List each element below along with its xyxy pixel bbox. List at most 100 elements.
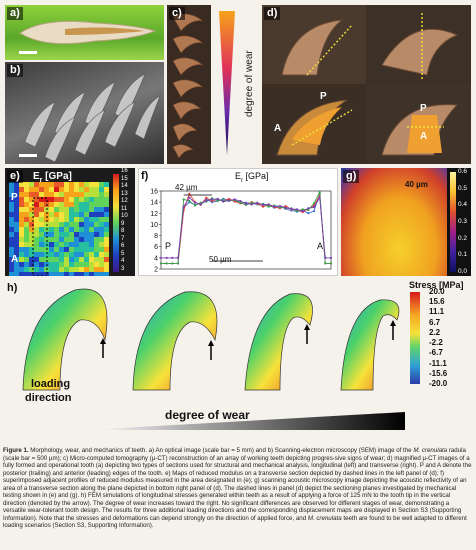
heatmap-cell [9, 222, 14, 227]
heatmap-cell [69, 212, 74, 217]
g-colorbar-tick: 0.6 [458, 168, 468, 175]
heatmap-cell [14, 252, 19, 257]
heatmap-cell [24, 272, 29, 276]
heatmap-cell [24, 197, 29, 202]
data-point [159, 256, 163, 259]
heatmap-cell [64, 212, 69, 217]
data-point [222, 198, 225, 202]
data-point [273, 205, 276, 208]
heatmap-cell [19, 212, 24, 217]
heatmap-cell [104, 252, 109, 257]
heatmap-cell [79, 257, 84, 262]
heatmap-cell [49, 217, 54, 222]
heatmap-cell [44, 257, 49, 262]
heatmap-cell [59, 202, 64, 207]
wear-axis-label: degree of wear [244, 50, 255, 117]
heatmap-cell [9, 262, 14, 267]
data-point [307, 207, 310, 210]
data-point [227, 199, 231, 202]
heatmap-cell [19, 237, 24, 242]
heatmap-cell [69, 267, 74, 272]
heatmap-cell [59, 232, 64, 237]
heatmap-cell [54, 207, 59, 212]
heatmap-cell [44, 237, 49, 242]
heatmap-cell [74, 187, 79, 192]
heatmap-cell [94, 252, 99, 257]
heatmap-cell [104, 227, 109, 232]
heatmap-cell [74, 237, 79, 242]
heatmap-cell [44, 212, 49, 217]
heatmap-cell [14, 262, 19, 267]
heatmap-cell [54, 202, 59, 207]
data-point [171, 262, 174, 265]
heatmap-cell [89, 217, 94, 222]
heatmap-cell [19, 202, 24, 207]
heatmap-cell [69, 232, 74, 237]
heatmap-cell [49, 222, 54, 227]
heatmap-cell [34, 272, 39, 276]
data-point [188, 192, 191, 195]
data-point [216, 197, 219, 200]
heatmap-cell [84, 222, 89, 227]
data-point [239, 199, 242, 203]
heatmap-cell [89, 222, 94, 227]
heatmap-cell [14, 242, 19, 247]
heatmap-cell [59, 252, 64, 257]
heatmap-cell [49, 212, 54, 217]
panel-label-h: h) [7, 282, 18, 294]
panel-label-g: g) [343, 170, 360, 183]
heatmap-cell [99, 217, 104, 222]
modulus-heatmap [9, 174, 119, 276]
heatmap-cell [89, 267, 94, 272]
data-point [290, 207, 293, 210]
heatmap-cell [79, 202, 84, 207]
data-point [250, 203, 253, 206]
heatmap-cell [24, 247, 29, 252]
heatmap-cell [94, 207, 99, 212]
heatmap-cell [49, 232, 54, 237]
heatmap-cell [94, 242, 99, 247]
heatmap-cell [24, 252, 29, 257]
heatmap-cell [24, 237, 29, 242]
data-point [295, 209, 299, 213]
heatmap-cell [24, 232, 29, 237]
data-point [301, 209, 304, 213]
caption-figure-number: Figure 1. [3, 447, 29, 454]
heatmap-cell [9, 247, 14, 252]
heatmap-cell [79, 232, 84, 237]
heatmap-cell [9, 187, 14, 192]
heatmap-cell [89, 252, 94, 257]
e-colorbar-tick: 7 [121, 235, 125, 242]
fem-teeth [22, 288, 420, 430]
data-point [210, 198, 214, 201]
loading-label-2: direction [25, 392, 72, 404]
heatmap-cell [24, 227, 29, 232]
e-colorbar-tick: 13 [121, 190, 128, 197]
y-tick-label: 8 [154, 233, 158, 240]
y-tick-label: 4 [154, 255, 158, 262]
heatmap-cell [44, 197, 49, 202]
tooth-microct-images [262, 5, 471, 164]
data-point [267, 203, 270, 206]
heatmap-cell [64, 262, 69, 267]
e-colorbar-tick: 10 [121, 213, 128, 220]
data-point [233, 198, 236, 201]
heatmap-cell [19, 192, 24, 197]
heatmap-cell [59, 182, 64, 187]
heatmap-cell [64, 237, 69, 242]
radula-shape [19, 20, 157, 54]
data-point [244, 202, 248, 205]
heatmap-cell [34, 187, 39, 192]
heatmap-cell [19, 187, 24, 192]
heatmap-cell [104, 182, 109, 187]
data-point [312, 202, 316, 205]
heatmap-cell [44, 217, 49, 222]
heatmap-cell [59, 267, 64, 272]
heatmap-cell [104, 247, 109, 252]
series-line-3 [161, 196, 331, 259]
heatmap-cell [49, 197, 54, 202]
heatmap-cell [74, 272, 79, 276]
heatmap-cell [34, 227, 39, 232]
heatmap-cell [99, 272, 104, 276]
data-point [176, 256, 180, 259]
